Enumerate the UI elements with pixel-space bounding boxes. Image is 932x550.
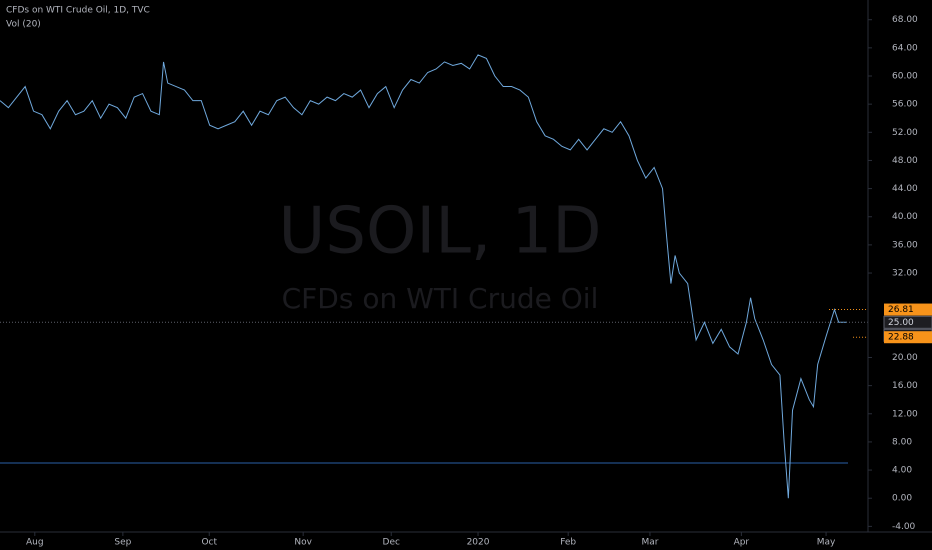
watermark: USOIL, 1D (278, 195, 601, 269)
x-tick-label: Apr (734, 538, 750, 548)
x-tick-label: Nov (294, 538, 312, 548)
y-tick-label: 20.00 (892, 353, 918, 363)
price-label: 26.81 (888, 305, 914, 315)
x-tick-label: Dec (383, 538, 400, 548)
y-tick-label: 56.00 (892, 100, 918, 110)
y-tick-label: 32.00 (892, 269, 918, 279)
x-tick-label: 2020 (467, 538, 490, 548)
y-tick-label: 0.00 (892, 494, 912, 504)
price-label-box (883, 315, 932, 329)
chart-title: CFDs on WTI Crude Oil, 1D, TVC (6, 6, 150, 16)
price-label: 22.88 (888, 333, 914, 343)
y-tick-label: 44.00 (892, 184, 918, 194)
y-tick-label: 16.00 (892, 381, 918, 391)
y-tick-label: 36.00 (892, 240, 918, 250)
x-tick-label: Feb (560, 538, 576, 548)
y-tick-label: 12.00 (892, 409, 918, 419)
price-line (0, 54, 848, 499)
price-label-box (884, 331, 932, 344)
price-label: 25.00 (888, 318, 914, 328)
y-tick-label: 64.00 (892, 43, 918, 53)
y-tick-label: 48.00 (892, 156, 918, 166)
y-tick-label: 60.00 (892, 72, 918, 82)
x-tick-label: Oct (201, 538, 217, 548)
y-tick-label: -4.00 (892, 522, 916, 532)
x-tick-label: Sep (114, 538, 131, 548)
y-tick-label: 40.00 (892, 212, 918, 222)
x-tick-label: Aug (26, 538, 44, 548)
x-tick-label: May (817, 538, 836, 548)
indicator-label: Vol (20) (6, 20, 41, 30)
price-axis (868, 0, 932, 550)
y-tick-label: 52.00 (892, 128, 918, 138)
y-tick-label: 8.00 (892, 437, 912, 447)
x-tick-label: Mar (641, 538, 658, 548)
y-tick-label: 68.00 (892, 15, 918, 25)
watermark-subtitle: CFDs on WTI Crude Oil (282, 282, 599, 315)
y-tick-label: 4.00 (892, 466, 912, 476)
price-label-box (884, 303, 932, 316)
